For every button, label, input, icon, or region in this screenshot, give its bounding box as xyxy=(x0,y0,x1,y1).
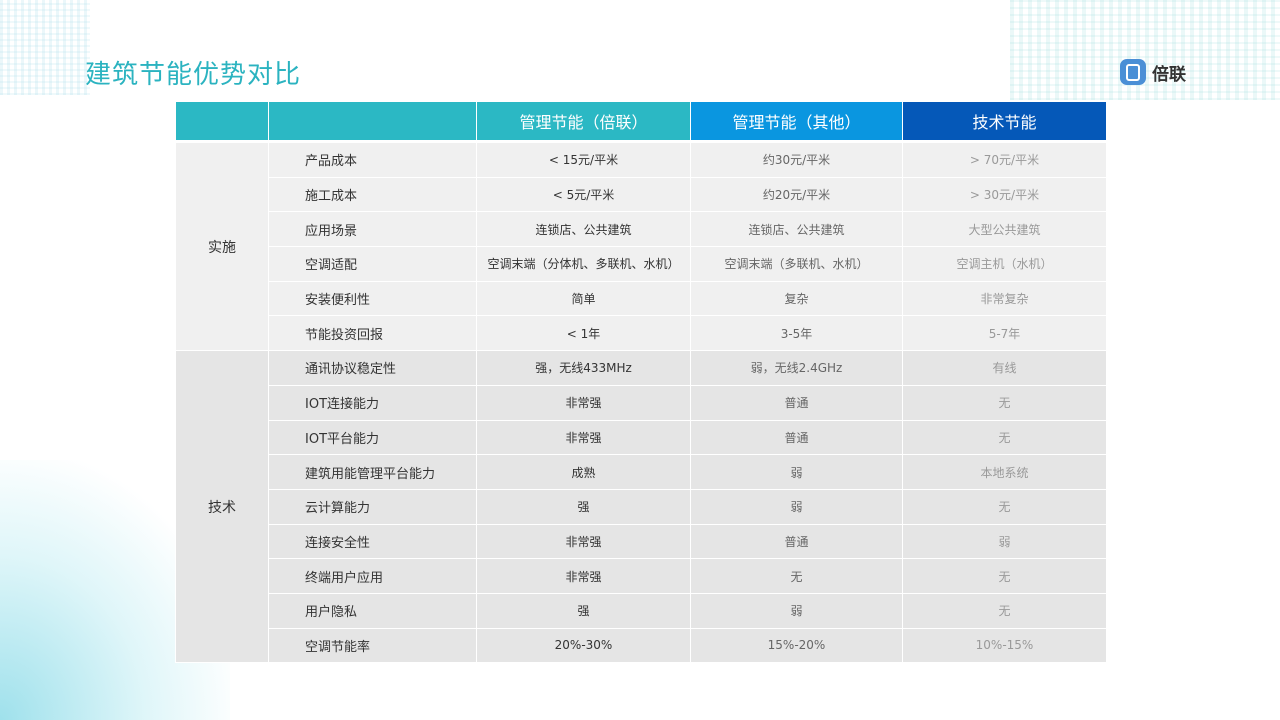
row-label: IOT平台能力 xyxy=(268,419,477,456)
cell-tech: 无 xyxy=(902,558,1107,594)
cell-beilian: 非常强 xyxy=(476,419,691,456)
cell-beilian: 简单 xyxy=(476,280,691,317)
group-label: 技术 xyxy=(175,350,269,664)
cell-tech: 5-7年 xyxy=(902,315,1107,352)
cell-beilian: < 1年 xyxy=(476,315,691,352)
table-row: 节能投资回报 < 1年 3-5年 5-7年 xyxy=(176,315,1107,352)
table-row: 安装便利性 简单 复杂 非常复杂 xyxy=(176,280,1107,317)
row-label: 空调节能率 xyxy=(268,627,477,664)
cell-tech: 大型公共建筑 xyxy=(902,211,1107,248)
cell-beilian: < 5元/平米 xyxy=(476,176,691,213)
cell-other: 弱，无线2.4GHz xyxy=(690,350,903,386)
table-row: 建筑用能管理平台能力 成熟弱本地系统 xyxy=(176,454,1107,490)
row-label: 通讯协议稳定性 xyxy=(268,350,477,386)
cell-tech: 无 xyxy=(902,488,1107,525)
table-row: 连接安全性 非常强 普通弱 xyxy=(176,523,1107,560)
logo-icon xyxy=(1120,59,1146,85)
table-row: IOT平台能力 非常强 普通无 xyxy=(176,419,1107,456)
table-row: 云计算能力强弱无 xyxy=(176,488,1107,525)
cell-beilian: < 15元/平米 xyxy=(476,142,691,178)
cell-tech: 无 xyxy=(902,384,1107,421)
cell-tech: 非常复杂 xyxy=(902,280,1107,317)
cell-beilian: 20%-30% xyxy=(476,627,691,664)
row-label: 云计算能力 xyxy=(268,488,477,525)
page-title: 建筑节能优势对比 xyxy=(85,60,302,90)
cell-other: 约30元/平米 xyxy=(690,142,903,178)
cell-tech: > 70元/平米 xyxy=(902,142,1107,178)
cell-other: 复杂 xyxy=(690,280,903,317)
table-row: 施工成本 < 5元/平米 约20元/平米 > 30元/平米 xyxy=(176,176,1107,213)
cell-other: 空调末端（多联机、水机） xyxy=(690,246,903,282)
cell-other: 普通 xyxy=(690,523,903,560)
cell-other: 普通 xyxy=(690,384,903,421)
decorative-pattern-top-left xyxy=(0,0,90,95)
cell-other: 弱 xyxy=(690,592,903,629)
cell-other: 弱 xyxy=(690,488,903,525)
row-label: 节能投资回报 xyxy=(268,315,477,352)
cell-tech: 弱 xyxy=(902,523,1107,560)
cell-beilian: 非常强 xyxy=(476,558,691,594)
row-label: 应用场景 xyxy=(268,211,477,248)
row-label: IOT连接能力 xyxy=(268,384,477,421)
table-row: IOT连接能力 非常强 普通无 xyxy=(176,384,1107,421)
cell-tech: > 30元/平米 xyxy=(902,176,1107,213)
logo: 倍联 xyxy=(1120,59,1186,85)
cell-tech: 无 xyxy=(902,592,1107,629)
cell-tech: 空调主机（水机） xyxy=(902,246,1107,282)
row-label: 产品成本 xyxy=(268,142,477,178)
comparison-table: 管理节能（倍联） 管理节能（其他） 技术节能 实施 产品成本 < 15元/平米 约30… xyxy=(175,102,1107,664)
cell-beilian: 成熟 xyxy=(476,454,691,490)
table-row: 用户隐私强弱无 xyxy=(176,592,1107,629)
table-row: 技术 通讯协议稳定性 强，无线433MHz 弱，无线2.4GHz 有线 xyxy=(175,350,1107,664)
group-label: 实施 xyxy=(175,141,269,352)
header-beilian: 管理节能（倍联） xyxy=(476,102,691,140)
header-other: 管理节能（其他） xyxy=(690,102,903,140)
cell-other: 约20元/平米 xyxy=(690,176,903,213)
cell-tech: 无 xyxy=(902,419,1107,456)
decorative-city-top-right xyxy=(1010,0,1280,100)
cell-other: 3-5年 xyxy=(690,315,903,352)
row-label: 建筑用能管理平台能力 xyxy=(268,454,477,490)
cell-beilian: 强 xyxy=(476,592,691,629)
header-group xyxy=(175,102,269,140)
cell-other: 无 xyxy=(690,558,903,594)
cell-other: 弱 xyxy=(690,454,903,490)
cell-beilian: 强，无线433MHz xyxy=(476,350,691,386)
row-label: 用户隐私 xyxy=(268,592,477,629)
header-tech: 技术节能 xyxy=(902,102,1107,140)
row-label: 空调适配 xyxy=(268,246,477,282)
cell-beilian: 非常强 xyxy=(476,523,691,560)
cell-beilian: 空调末端（分体机、多联机、水机） xyxy=(476,246,691,282)
cell-other: 15%-20% xyxy=(690,627,903,664)
row-label: 施工成本 xyxy=(268,176,477,213)
row-label: 安装便利性 xyxy=(268,280,477,317)
table-row: 空调节能率 20%-30% 15%-20% 10%-15% xyxy=(176,627,1107,664)
cell-other: 普通 xyxy=(690,419,903,456)
cell-beilian: 非常强 xyxy=(476,384,691,421)
cell-tech: 10%-15% xyxy=(902,627,1107,664)
cell-tech: 本地系统 xyxy=(902,454,1107,490)
cell-beilian: 连锁店、公共建筑 xyxy=(476,211,691,248)
header-item xyxy=(268,102,477,140)
cell-other: 连锁店、公共建筑 xyxy=(690,211,903,248)
row-label: 连接安全性 xyxy=(268,523,477,560)
table-row: 实施 产品成本 < 15元/平米 约30元/平米 > 70元/平米 xyxy=(175,141,1107,352)
table-header-row: 管理节能（倍联） 管理节能（其他） 技术节能 xyxy=(175,102,1107,140)
table-row: 空调适配 空调末端（分体机、多联机、水机） 空调末端（多联机、水机） 空调主机（水机） xyxy=(176,246,1107,282)
table-row: 终端用户应用 非常强无无 xyxy=(176,558,1107,594)
cell-beilian: 强 xyxy=(476,488,691,525)
cell-tech: 有线 xyxy=(902,350,1107,386)
table-row: 应用场景 连锁店、公共建筑 连锁店、公共建筑 大型公共建筑 xyxy=(176,211,1107,248)
row-label: 终端用户应用 xyxy=(268,558,477,594)
logo-text: 倍联 xyxy=(1152,64,1186,85)
